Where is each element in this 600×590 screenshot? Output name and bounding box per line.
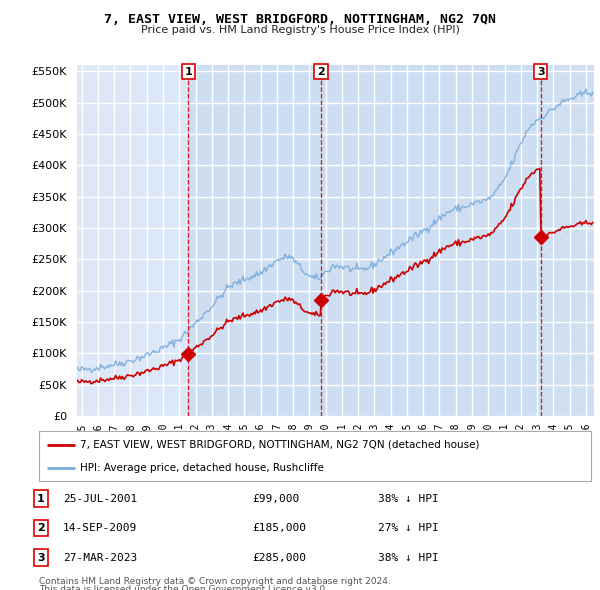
Text: 1: 1	[37, 494, 44, 503]
Text: 3: 3	[537, 67, 545, 77]
Text: Price paid vs. HM Land Registry's House Price Index (HPI): Price paid vs. HM Land Registry's House …	[140, 25, 460, 35]
Text: 25-JUL-2001: 25-JUL-2001	[63, 494, 137, 503]
Text: Contains HM Land Registry data © Crown copyright and database right 2024.: Contains HM Land Registry data © Crown c…	[39, 577, 391, 586]
Bar	[188, 65, 321, 416]
Text: £99,000: £99,000	[252, 494, 299, 503]
Text: 2: 2	[317, 67, 325, 77]
Text: 2: 2	[37, 523, 44, 533]
Text: 38% ↓ HPI: 38% ↓ HPI	[378, 553, 439, 562]
Text: 27% ↓ HPI: 27% ↓ HPI	[378, 523, 439, 533]
Text: 38% ↓ HPI: 38% ↓ HPI	[378, 494, 439, 503]
Text: 14-SEP-2009: 14-SEP-2009	[63, 523, 137, 533]
Text: 7, EAST VIEW, WEST BRIDGFORD, NOTTINGHAM, NG2 7QN (detached house): 7, EAST VIEW, WEST BRIDGFORD, NOTTINGHAM…	[80, 440, 480, 450]
Bar	[541, 65, 594, 416]
Text: 1: 1	[184, 67, 192, 77]
Text: HPI: Average price, detached house, Rushcliffe: HPI: Average price, detached house, Rush…	[80, 463, 324, 473]
Text: 3: 3	[37, 553, 44, 562]
Text: £285,000: £285,000	[252, 553, 306, 562]
Text: 27-MAR-2023: 27-MAR-2023	[63, 553, 137, 562]
Bar	[321, 65, 541, 416]
Text: 7, EAST VIEW, WEST BRIDGFORD, NOTTINGHAM, NG2 7QN: 7, EAST VIEW, WEST BRIDGFORD, NOTTINGHAM…	[104, 13, 496, 26]
Text: This data is licensed under the Open Government Licence v3.0.: This data is licensed under the Open Gov…	[39, 585, 328, 590]
Text: £185,000: £185,000	[252, 523, 306, 533]
